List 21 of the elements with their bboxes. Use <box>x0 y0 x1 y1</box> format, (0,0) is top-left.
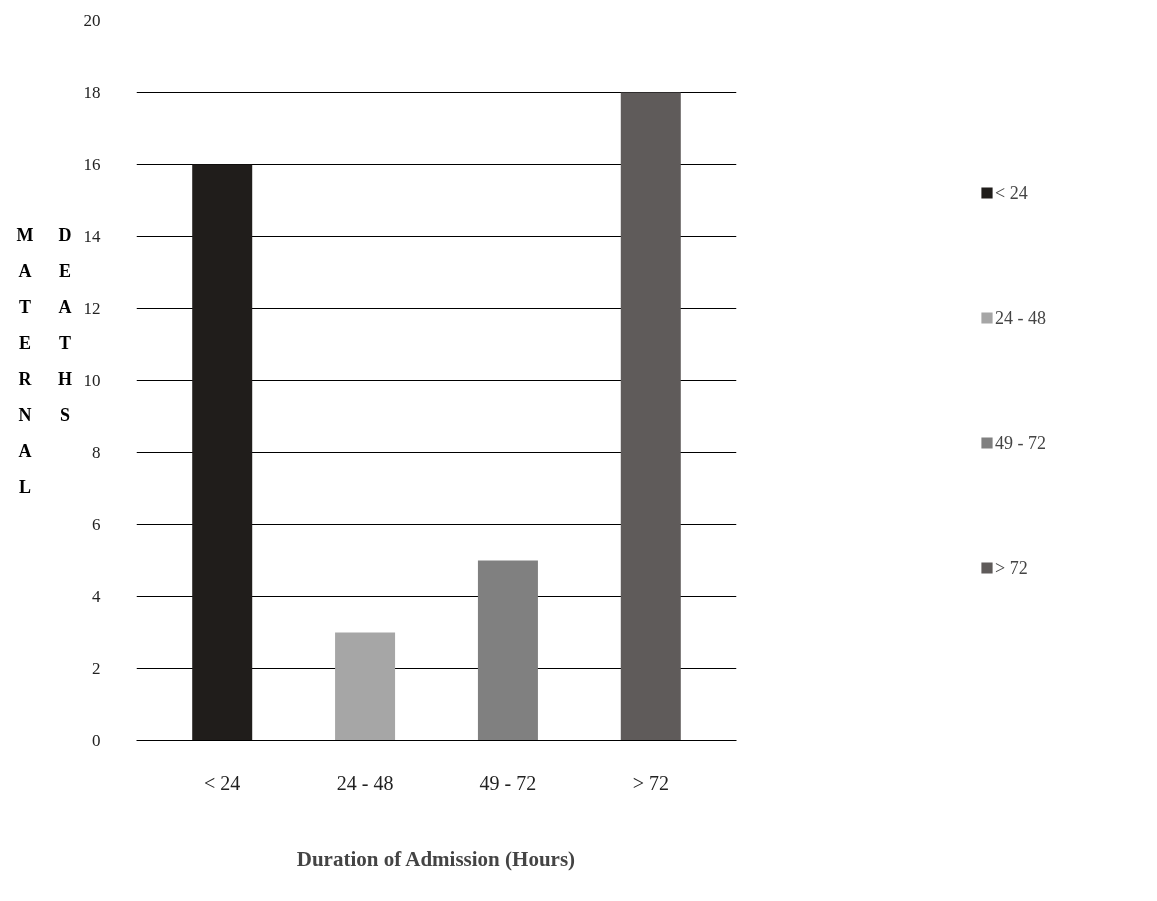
legend-label: 49 - 72 <box>995 431 1046 454</box>
y-tick-label: 6 <box>92 515 101 534</box>
x-tick-label: 49 - 72 <box>479 771 537 794</box>
y-tick-label: 12 <box>83 299 101 318</box>
legend-label: 24 - 48 <box>995 306 1046 329</box>
y-tick-label: 2 <box>92 659 101 678</box>
y-tick-label: 18 <box>83 83 101 102</box>
y-tick-label: 10 <box>83 371 101 390</box>
legend-label: > 72 <box>995 556 1029 579</box>
y-tick-label: 8 <box>92 443 101 462</box>
x-tick-label: 24 - 48 <box>336 771 394 794</box>
y-tick-label: 20 <box>83 11 101 30</box>
y-tick-label: 0 <box>92 731 101 750</box>
y-tick-label: 16 <box>83 155 101 174</box>
y-tick-label: 14 <box>83 227 101 246</box>
legend-label: < 24 <box>995 181 1029 204</box>
y-tick-label: 4 <box>92 587 101 606</box>
x-tick-label: > 72 <box>632 771 669 794</box>
y-axis-title: MATERNAL DEATHS <box>14 225 76 515</box>
x-tick-label: < 24 <box>204 771 241 794</box>
x-axis-title: Duration of Admission (Hours) <box>296 846 576 871</box>
